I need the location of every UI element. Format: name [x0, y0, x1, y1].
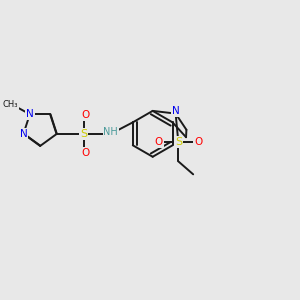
Text: O: O	[194, 137, 202, 147]
Text: N: N	[20, 129, 27, 139]
Text: N: N	[172, 106, 179, 116]
Text: O: O	[82, 110, 90, 120]
Text: N: N	[26, 109, 34, 119]
Text: S: S	[80, 129, 87, 139]
Text: O: O	[154, 137, 163, 147]
Text: O: O	[82, 148, 90, 158]
Text: CH₃: CH₃	[2, 100, 18, 109]
Text: NH: NH	[103, 127, 118, 137]
Text: S: S	[175, 137, 182, 147]
